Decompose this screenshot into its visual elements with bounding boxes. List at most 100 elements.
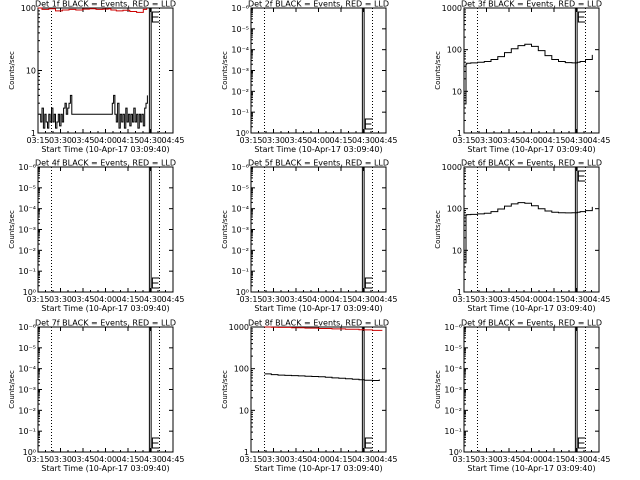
series-line-black [39, 94, 148, 129]
y-tick-label: 1000 [442, 4, 462, 13]
detector-panel-7: Det 7f BLACK = Events, RED = LLD 03:15 03:… [8, 319, 185, 474]
y-tick-label: 100 [447, 46, 462, 55]
y-tick-label: 10⁻³ [18, 386, 36, 395]
y-tick-label: 10⁻⁴ [231, 46, 249, 55]
x-tick-label: 04:30 [565, 295, 588, 304]
y-tick-label: 1 [244, 448, 249, 457]
y-tick-label: 10⁰ [23, 448, 36, 457]
y-axis-label: Counts/sec [8, 51, 16, 90]
x-tick-label: 04:45 [374, 295, 397, 304]
y-tick-label: 10⁻² [231, 87, 249, 96]
x-tick-label: 04:00 [307, 455, 330, 464]
x-tick-label: 04:15 [116, 295, 139, 304]
panel-title: Det 7f BLACK = Events, RED = LLD [35, 319, 176, 328]
x-tick-label: 04:45 [587, 295, 610, 304]
y-tick-label: 1000 [229, 323, 249, 332]
x-tick-label: 03:30 [49, 136, 72, 145]
y-axis-label: Counts/sec [221, 210, 229, 249]
y-tick-label: 1000 [442, 163, 462, 172]
x-tick-label: 03:30 [49, 295, 72, 304]
y-tick-label: 100 [447, 205, 462, 214]
y-tick-label: 100 [234, 365, 249, 374]
y-tick-label: 10⁻⁵ [231, 25, 249, 34]
x-axis-label: Start Time (10-Apr-17 03:09:40) [467, 464, 595, 473]
y-tick-label: 10⁻³ [231, 67, 249, 76]
panel-title: Det 3f BLACK = Events, RED = LLD [461, 0, 602, 9]
x-tick-label: 03:15 [239, 136, 262, 145]
x-tick-label: 03:45 [497, 455, 520, 464]
range-bracket-marker [364, 277, 373, 289]
series-line-red [264, 326, 383, 331]
plot-frame [463, 326, 600, 453]
y-tick-label: 100 [21, 4, 36, 13]
x-tick-label: 03:45 [71, 455, 94, 464]
x-tick-label: 04:30 [352, 136, 375, 145]
y-tick-label: 10⁻¹ [18, 427, 36, 436]
x-tick-label: 04:45 [587, 455, 610, 464]
panel-title: Det 6f BLACK = Events, RED = LLD [461, 159, 602, 168]
x-tick-label: 03:30 [262, 136, 285, 145]
series-line-red [38, 7, 148, 13]
x-tick-label: 04:15 [542, 295, 565, 304]
x-tick-label: 04:45 [161, 455, 184, 464]
x-tick-label: 04:45 [587, 136, 610, 145]
x-axis-label: Start Time (10-Apr-17 03:09:40) [467, 304, 595, 313]
y-axis-label: Counts/sec [221, 51, 229, 90]
y-tick-label: 10⁰ [236, 288, 249, 297]
x-axis-label: Start Time (10-Apr-17 03:09:40) [254, 464, 382, 473]
y-tick-label: 10⁻⁴ [18, 365, 36, 374]
y-tick-label: 10⁰ [23, 288, 36, 297]
y-axis-label: Counts/sec [8, 370, 16, 409]
series-line-black [465, 202, 593, 264]
x-tick-label: 03:45 [71, 136, 94, 145]
x-tick-label: 03:30 [475, 136, 498, 145]
y-tick-label: 10⁻³ [18, 226, 36, 235]
y-tick-label: 10⁻⁴ [18, 205, 36, 214]
x-tick-label: 04:45 [374, 136, 397, 145]
y-tick-label: 10⁰ [236, 129, 249, 138]
series-line-black [264, 373, 380, 381]
x-tick-label: 04:00 [94, 455, 117, 464]
x-tick-label: 04:15 [329, 136, 352, 145]
x-tick-label: 03:15 [452, 136, 475, 145]
plot-frame [463, 166, 600, 293]
x-axis-label: Start Time (10-Apr-17 03:09:40) [41, 464, 169, 473]
x-tick-label: 04:30 [139, 455, 162, 464]
y-tick-label: 10⁻⁶ [444, 323, 462, 332]
y-tick-label: 10⁻² [18, 406, 36, 415]
plot-frame [37, 166, 174, 293]
x-tick-label: 03:15 [26, 136, 49, 145]
x-tick-label: 04:45 [374, 455, 397, 464]
y-tick-label: 10⁻² [18, 246, 36, 255]
plot-frame [250, 166, 387, 293]
series-line-black [465, 43, 593, 105]
x-tick-label: 03:45 [497, 136, 520, 145]
x-tick-label: 04:30 [139, 295, 162, 304]
x-tick-label: 03:30 [475, 455, 498, 464]
x-axis-label: Start Time (10-Apr-17 03:09:40) [41, 145, 169, 154]
x-tick-label: 03:15 [452, 455, 475, 464]
x-tick-label: 03:30 [262, 295, 285, 304]
y-tick-label: 10⁻¹ [18, 267, 36, 276]
panel-title: Det 4f BLACK = Events, RED = LLD [35, 159, 176, 168]
y-tick-label: 10⁻³ [231, 226, 249, 235]
y-tick-label: 10⁻⁵ [18, 184, 36, 193]
x-axis-label: Start Time (10-Apr-17 03:09:40) [254, 145, 382, 154]
y-tick-label: 10⁻³ [444, 386, 462, 395]
y-tick-label: 1 [31, 129, 36, 138]
y-tick-label: 10⁻⁵ [231, 184, 249, 193]
x-tick-label: 03:15 [26, 455, 49, 464]
panel-title: Det 1f BLACK = Events, RED = LLD [35, 0, 176, 9]
range-bracket-marker [151, 11, 160, 23]
y-tick-label: 10 [452, 87, 462, 96]
x-tick-label: 04:00 [94, 295, 117, 304]
y-tick-label: 10⁻⁶ [231, 4, 249, 13]
plot-frame [250, 7, 387, 134]
plot-frame [37, 326, 174, 453]
y-tick-label: 10⁻⁵ [444, 344, 462, 353]
